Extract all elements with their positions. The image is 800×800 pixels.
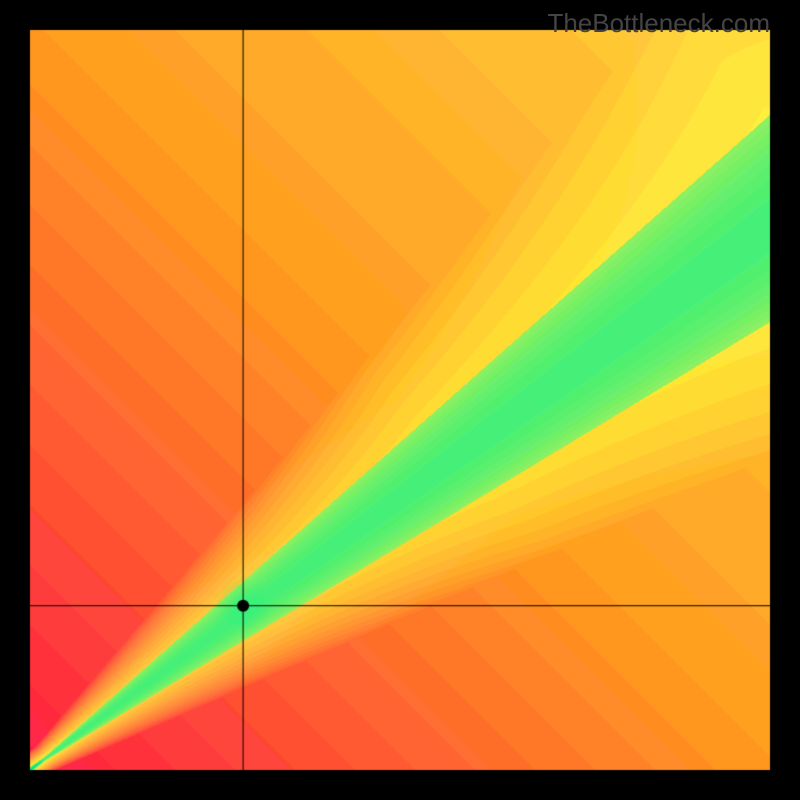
heatmap-canvas bbox=[0, 0, 800, 800]
chart-container: TheBottleneck.com bbox=[0, 0, 800, 800]
watermark-text: TheBottleneck.com bbox=[547, 8, 770, 39]
